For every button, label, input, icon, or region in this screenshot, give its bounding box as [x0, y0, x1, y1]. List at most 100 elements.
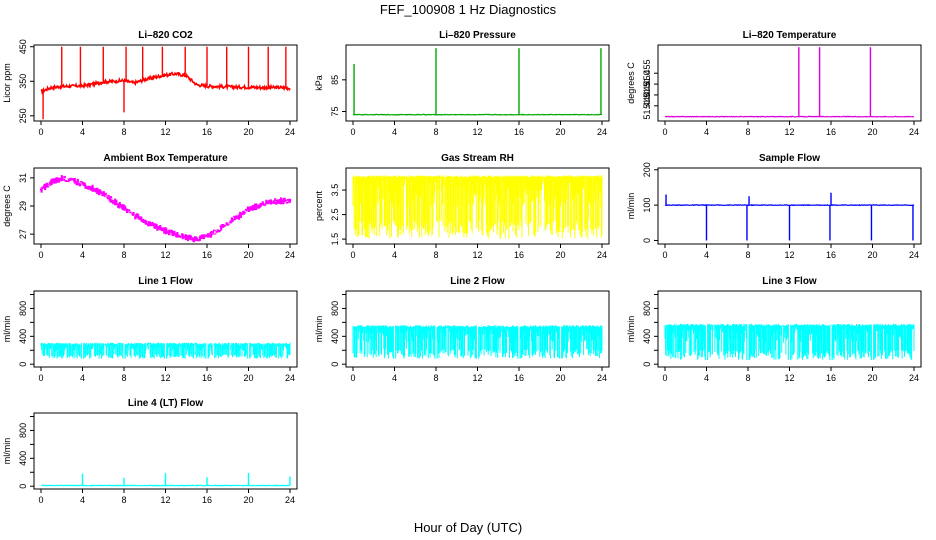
panel-4-xtick-label: 20	[243, 250, 253, 260]
panel-7-xtick-label: 0	[38, 373, 43, 383]
panel-10: Line 4 (LT) Flow ml/min 0 4 8 12 16 20 24 0 400 800	[2, 398, 298, 505]
panel-4-xtick-label: 4	[80, 250, 85, 260]
panel-9-xtick-label: 24	[909, 373, 919, 383]
panel-6-xtick-label: 16	[826, 250, 836, 260]
panel-7-xtick-label: 8	[121, 373, 126, 383]
panel-8-plot	[352, 325, 603, 359]
panel-10-ytick-label: 400	[18, 451, 28, 466]
panel-3-frame	[657, 44, 922, 122]
panel-1-xtick-label: 0	[38, 127, 43, 137]
panel-8-xtick-label: 20	[555, 373, 565, 383]
panel-2-ytick-label: 75	[330, 106, 340, 116]
panel-1-xtick-label: 24	[285, 127, 295, 137]
panel-7-xtick-label: 12	[160, 373, 170, 383]
panel-6-ylabel: ml/min	[626, 193, 636, 220]
panel-3-series	[664, 115, 915, 118]
panel-3-ytick-label: 51.455	[642, 59, 652, 87]
panel-2: Li–820 Pressure kPa 0 4 8 12 16 20 24 75 85	[314, 30, 610, 137]
panel-8-xtick-label: 4	[392, 373, 397, 383]
panel-8-ytick-label: 800	[330, 301, 340, 316]
panel-7-xtick-label: 4	[80, 373, 85, 383]
panel-4-xtick-label: 16	[202, 250, 212, 260]
panel-4-xtick-label: 24	[285, 250, 295, 260]
panel-1-ytick-label: 350	[18, 74, 28, 89]
panel-1-xtick-label: 12	[160, 127, 170, 137]
panel-2-title: Li–820 Pressure	[439, 30, 516, 41]
panel-3-xtick-label: 24	[909, 127, 919, 137]
panel-7-xtick-label: 20	[243, 373, 253, 383]
panel-9: Line 3 Flow ml/min 0 4 8 12 16 20 24 0 400 800	[626, 276, 922, 383]
figure-xlabel: Hour of Day (UTC)	[414, 520, 522, 535]
panel-5-xtick-label: 16	[514, 250, 524, 260]
panel-3-plot	[664, 47, 915, 118]
panel-7-xtick-label: 16	[202, 373, 212, 383]
panel-3-xtick-label: 0	[662, 127, 667, 137]
panel-7-title: Line 1 Flow	[138, 276, 193, 287]
panel-10-ylabel: ml/min	[2, 438, 12, 465]
panel-5-xtick-label: 8	[433, 250, 438, 260]
panel-5-xtick-label: 12	[472, 250, 482, 260]
panel-5-plot	[352, 175, 603, 239]
panel-3-ytick-label: 51.450	[642, 70, 652, 98]
panel-10-ytick-label: 800	[18, 423, 28, 438]
panel-9-title: Line 3 Flow	[762, 276, 817, 287]
panel-7: Line 1 Flow ml/min 0 4 8 12 16 20 24 0 400 800	[2, 276, 298, 383]
panel-4-plot	[39, 175, 292, 243]
panel-6-title: Sample Flow	[759, 153, 820, 164]
panel-2-xtick-label: 20	[555, 127, 565, 137]
panel-8-xtick-label: 16	[514, 373, 524, 383]
panel-3-ylabel: degrees C	[626, 62, 636, 104]
panel-7-ytick-label: 0	[18, 362, 28, 367]
panel-6-xtick-label: 20	[867, 250, 877, 260]
figure-title: FEF_100908 1 Hz Diagnostics	[380, 2, 557, 17]
panel-7-xtick-label: 24	[285, 373, 295, 383]
panel-4-series	[39, 175, 292, 243]
panel-2-ytick-label: 85	[330, 75, 340, 85]
panel-3-ytick-label: 51.445	[642, 81, 652, 109]
panel-9-xtick-label: 4	[704, 373, 709, 383]
panel-5-ytick-label: 1.5	[330, 233, 340, 246]
panel-4-ytick-label: 27	[18, 229, 28, 239]
panel-10-ytick-label: 0	[18, 484, 28, 489]
panel-3-xtick-label: 20	[867, 127, 877, 137]
panel-10-title: Line 4 (LT) Flow	[128, 398, 204, 409]
panel-4-xtick-label: 0	[38, 250, 43, 260]
panel-4-ytick-label: 31	[18, 173, 28, 183]
panel-8-ytick-label: 400	[330, 329, 340, 344]
panel-8-ylabel: ml/min	[314, 316, 324, 343]
panel-3: Li–820 Temperature degrees C 0 4 8 12 16 20 24 51…	[626, 30, 922, 137]
panel-7-plot	[40, 342, 291, 359]
panel-8-xtick-label: 12	[472, 373, 482, 383]
panel-1-title: Li–820 CO2	[138, 30, 193, 41]
panel-8-ytick-label: 0	[330, 362, 340, 367]
panel-1-ytick-label: 450	[18, 39, 28, 54]
panel-9-ytick-label: 800	[642, 301, 652, 316]
panel-2-plot	[352, 48, 603, 116]
panel-3-xtick-label: 16	[826, 127, 836, 137]
panel-2-xtick-label: 16	[514, 127, 524, 137]
panel-5: Gas Stream RH percent 0 4 8 12 16 20 24 1.5 2.5 3.5	[314, 153, 610, 260]
panel-4-title: Ambient Box Temperature	[103, 153, 228, 164]
panel-10-xtick-label: 20	[243, 495, 253, 505]
panel-10-xtick-label: 16	[202, 495, 212, 505]
panel-8: Line 2 Flow ml/min 0 4 8 12 16 20 24 0 400 800	[314, 276, 610, 383]
panel-9-plot	[664, 323, 915, 361]
panel-1-ylabel: Licor ppm	[2, 63, 12, 103]
panel-3-xtick-label: 8	[745, 127, 750, 137]
panel-10-xtick-label: 24	[285, 495, 295, 505]
panel-1-xtick-label: 4	[80, 127, 85, 137]
panel-4: Ambient Box Temperature degrees C 0 4 8 12 16 2…	[2, 153, 298, 260]
panel-9-ytick-label: 400	[642, 329, 652, 344]
panel-6-ytick-label: 0	[642, 238, 652, 243]
panel-4-xtick-label: 8	[121, 250, 126, 260]
panel-4-ylabel: degrees C	[2, 185, 12, 227]
panel-8-xtick-label: 0	[350, 373, 355, 383]
panel-1-ytick-label: 250	[18, 108, 28, 123]
panel-1: Li–820 CO2 Licor ppm 0 4 8 12 16 20 24 250 350 450	[2, 30, 298, 137]
panel-6-xtick-label: 4	[704, 250, 709, 260]
panel-7-ytick-label: 400	[18, 329, 28, 344]
panel-10-xtick-label: 4	[80, 495, 85, 505]
panel-5-ylabel: percent	[314, 190, 324, 221]
panel-1-xtick-label: 16	[202, 127, 212, 137]
